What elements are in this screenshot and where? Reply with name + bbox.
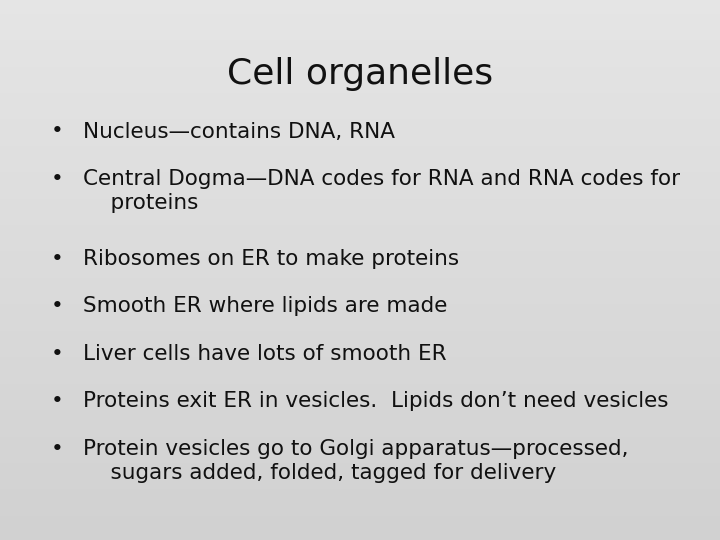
Text: Smooth ER where lipids are made: Smooth ER where lipids are made <box>83 296 447 316</box>
Text: Protein vesicles go to Golgi apparatus—processed,
    sugars added, folded, tagg: Protein vesicles go to Golgi apparatus—p… <box>83 439 629 483</box>
Text: Liver cells have lots of smooth ER: Liver cells have lots of smooth ER <box>83 344 446 364</box>
Text: Central Dogma—DNA codes for RNA and RNA codes for
    proteins: Central Dogma—DNA codes for RNA and RNA … <box>83 169 680 213</box>
Text: •: • <box>50 344 63 364</box>
Text: •: • <box>50 122 63 141</box>
Text: •: • <box>50 392 63 411</box>
Text: •: • <box>50 439 63 459</box>
Text: Cell organelles: Cell organelles <box>227 57 493 91</box>
Text: •: • <box>50 169 63 189</box>
Text: •: • <box>50 296 63 316</box>
Text: •: • <box>50 249 63 269</box>
Text: Nucleus—contains DNA, RNA: Nucleus—contains DNA, RNA <box>83 122 395 141</box>
Text: Proteins exit ER in vesicles.  Lipids don’t need vesicles: Proteins exit ER in vesicles. Lipids don… <box>83 392 668 411</box>
Text: Ribosomes on ER to make proteins: Ribosomes on ER to make proteins <box>83 249 459 269</box>
